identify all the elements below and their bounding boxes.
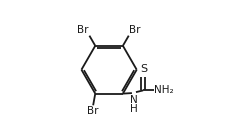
Text: Br: Br xyxy=(129,25,141,35)
Text: S: S xyxy=(140,64,148,75)
Text: Br: Br xyxy=(87,106,99,116)
Text: Br: Br xyxy=(77,25,89,35)
Text: NH₂: NH₂ xyxy=(154,85,174,95)
Text: N
H: N H xyxy=(130,95,138,114)
